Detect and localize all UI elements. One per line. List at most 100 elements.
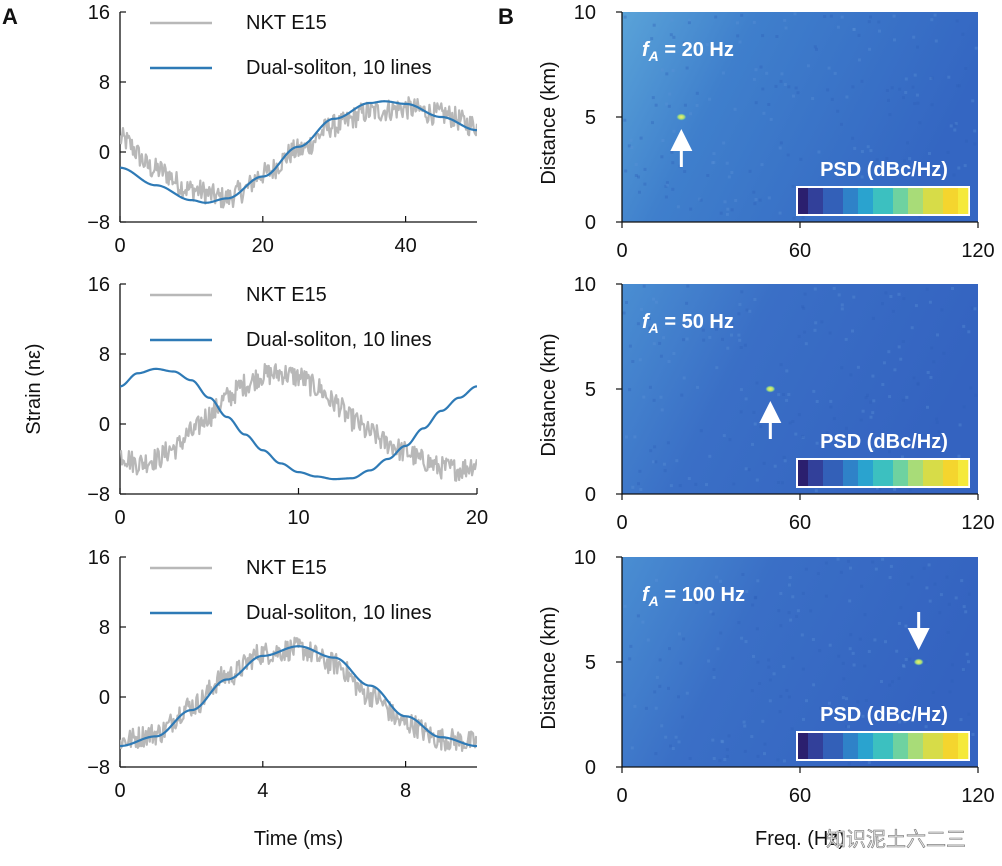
heatmap-cell xyxy=(737,333,741,337)
heatmap-cell xyxy=(881,383,885,386)
heatmap-cell xyxy=(782,455,786,459)
heatmap-cell xyxy=(780,72,784,76)
heatmap-cell xyxy=(737,621,741,625)
heatmap-cell xyxy=(643,182,647,186)
heatmap-cell xyxy=(868,169,872,173)
x-tick-label: 20 xyxy=(466,507,488,529)
heatmap-cell xyxy=(814,321,818,325)
heatmap-cell xyxy=(726,207,730,211)
heatmap-cell xyxy=(866,393,869,397)
heatmap-cell xyxy=(851,329,854,333)
heatmap-cell xyxy=(844,337,848,341)
heatmap-cell xyxy=(876,486,880,490)
heatmap-cell xyxy=(778,710,782,714)
heatmap-cell xyxy=(893,368,897,372)
heatmap-cell xyxy=(725,748,729,752)
heatmap-cell xyxy=(759,65,763,69)
colorbar-segment xyxy=(913,460,919,486)
heatmap-cell xyxy=(961,668,965,672)
heatmap-cell xyxy=(902,664,905,667)
y-tick-label: 10 xyxy=(574,2,596,24)
heatmap-cell xyxy=(848,647,852,651)
series-line-nkt-e15 xyxy=(120,363,477,482)
colorbar-segment xyxy=(928,188,934,214)
heatmap-cell xyxy=(629,138,633,142)
heatmap-cell xyxy=(969,386,973,390)
heatmap-cell xyxy=(940,448,944,452)
heatmap-cell xyxy=(934,39,938,43)
colorbar-segment xyxy=(848,188,854,214)
heatmap-cell xyxy=(908,488,912,492)
heatmap-cell xyxy=(916,381,920,385)
heatmap-cell xyxy=(737,312,741,316)
colorbar-segment xyxy=(938,188,944,214)
series-line-dual-soliton xyxy=(120,645,477,748)
colorbar-segment xyxy=(898,188,904,214)
heatmap-cell xyxy=(779,79,783,83)
heatmap-cell xyxy=(648,326,652,330)
colorbar-segment xyxy=(953,733,959,759)
colorbar-segment xyxy=(853,460,859,486)
heatmap-cell xyxy=(901,398,905,402)
colorbar-segment xyxy=(913,188,919,214)
heatmap-cell xyxy=(677,695,680,699)
heatmap-cell xyxy=(707,659,711,663)
colorbar-segment xyxy=(893,733,899,759)
colorbar-segment xyxy=(878,733,884,759)
heatmap-cell xyxy=(636,322,640,326)
heatmap-cell xyxy=(962,668,966,672)
x-tick-label: 120 xyxy=(961,512,994,534)
heatmap-cell xyxy=(871,560,875,564)
y-tick-label: 0 xyxy=(585,484,596,506)
heatmap-cell xyxy=(672,352,676,355)
heatmap-cell xyxy=(712,160,716,164)
heatmap-cell xyxy=(812,683,816,687)
heatmap-cell xyxy=(801,667,805,671)
heatmap-cell xyxy=(685,337,689,341)
heatmap-cell xyxy=(867,650,871,653)
heatmap-cell xyxy=(840,307,844,311)
colorbar-segment xyxy=(823,460,829,486)
heatmap-cell xyxy=(734,199,738,202)
heatmap-cell xyxy=(633,704,637,708)
heatmap-cell xyxy=(958,84,961,88)
heatmap-cell xyxy=(889,443,893,447)
colorbar-segment xyxy=(918,733,924,759)
heatmap-cell xyxy=(653,690,657,694)
heatmap-cell xyxy=(799,157,803,161)
arrow-head xyxy=(907,628,930,650)
heatmap-cell xyxy=(852,295,856,299)
heatmap-cell xyxy=(721,337,724,341)
colorbar-segment xyxy=(888,460,894,486)
heatmap-cell xyxy=(775,35,779,38)
heatmap-cell xyxy=(916,45,919,49)
heatmap-cell xyxy=(659,354,663,358)
heatmap-cell xyxy=(897,676,901,680)
heatmap-cell xyxy=(816,572,820,576)
heatmap-cell xyxy=(714,327,718,331)
colorbar-segment xyxy=(888,188,894,214)
heatmap-cell xyxy=(695,601,699,604)
colorbar-segment xyxy=(923,733,929,759)
heatmap-cell xyxy=(911,85,915,89)
heatmap-cell xyxy=(668,647,671,651)
heatmap-cell xyxy=(878,29,881,33)
heatmap-cell xyxy=(960,579,964,583)
heatmap-cell xyxy=(667,686,670,690)
heatmap-cell xyxy=(705,483,708,487)
heatmap-cell xyxy=(787,695,791,699)
heatmap-cell xyxy=(908,157,912,161)
heatmap-cell xyxy=(767,665,771,669)
heatmap-cell xyxy=(669,744,672,748)
heatmap-cell xyxy=(824,561,828,565)
heatmap-cell xyxy=(787,85,791,89)
heatmap-cell xyxy=(904,658,908,661)
heatmap-cell xyxy=(674,735,678,739)
colorbar-segment xyxy=(818,460,824,486)
heatmap-cell xyxy=(813,45,817,49)
heatmap-cell xyxy=(777,393,781,397)
y-tick-label: 10 xyxy=(574,547,596,569)
